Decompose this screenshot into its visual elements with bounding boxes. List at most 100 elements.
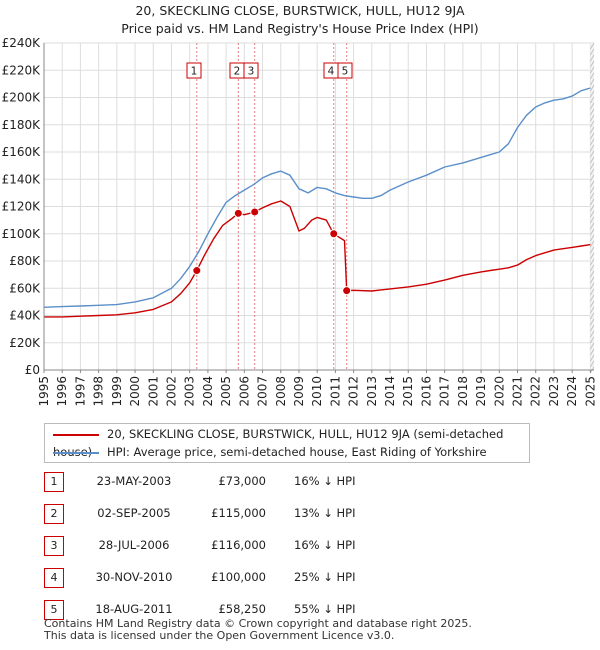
series-line bbox=[44, 200, 591, 318]
y-tick-label: £80K bbox=[9, 254, 41, 268]
x-tick-label: 2003 bbox=[183, 376, 197, 407]
x-tick-label: 2013 bbox=[365, 376, 379, 407]
hatch-line bbox=[590, 324, 595, 332]
hatch-line bbox=[590, 156, 595, 164]
sale-date: 23-MAY-2003 bbox=[96, 474, 172, 488]
hatch-line bbox=[590, 336, 595, 344]
sale-row-4: 4 30-NOV-2010 £100,000 25% ↓ HPI bbox=[44, 568, 464, 588]
x-tick-label: 1996 bbox=[55, 376, 69, 407]
sale-point bbox=[233, 208, 243, 218]
x-tick-label: 2012 bbox=[347, 376, 361, 407]
y-tick-label: £60K bbox=[9, 281, 41, 295]
legend-item-property: 20, SKECKLING CLOSE, BURSTWICK, HULL, HU… bbox=[53, 425, 529, 459]
hatch-line bbox=[590, 294, 595, 302]
hatch-line bbox=[590, 174, 595, 182]
hatch-line bbox=[590, 330, 595, 338]
x-tick-label: 2022 bbox=[529, 376, 543, 407]
hatch-line bbox=[590, 348, 595, 356]
hatch-line bbox=[590, 360, 595, 368]
hatch-line bbox=[590, 42, 595, 50]
hatch-line bbox=[590, 96, 595, 104]
hatch-line bbox=[590, 354, 595, 362]
sale-row-1: 1 23-MAY-2003 £73,000 16% ↓ HPI bbox=[44, 472, 464, 492]
y-tick-label: £20K bbox=[9, 336, 41, 350]
sale-marker-lines bbox=[196, 43, 348, 370]
hatch-line bbox=[590, 186, 595, 194]
hatch-line bbox=[590, 312, 595, 320]
hatch-line bbox=[590, 252, 595, 260]
hatch-line bbox=[590, 114, 595, 122]
y-tick-label: £0 bbox=[25, 363, 40, 377]
x-tick-label: 2004 bbox=[201, 376, 215, 407]
x-tick-label: 2002 bbox=[164, 376, 178, 407]
y-tick-label: £220K bbox=[2, 63, 42, 77]
sale-date: 02-SEP-2005 bbox=[97, 506, 171, 520]
x-tick-label: 2007 bbox=[256, 376, 270, 407]
sale-number-box bbox=[186, 62, 202, 79]
hatch-line bbox=[590, 318, 595, 326]
hatch-line bbox=[590, 228, 595, 236]
y-tick-label: £180K bbox=[2, 118, 42, 132]
sale-number-box bbox=[243, 62, 259, 79]
x-tick-label: 2020 bbox=[492, 376, 506, 407]
footer-licence: This data is licensed under the Open Gov… bbox=[44, 629, 395, 642]
legend-label-hpi: HPI: Average price, semi-detached house,… bbox=[107, 445, 487, 459]
sale-hpi-diff: 16% ↓ HPI bbox=[294, 474, 356, 488]
x-tick-label: 2014 bbox=[383, 376, 397, 407]
x-tick-label: 2021 bbox=[511, 376, 525, 407]
sale-hpi-diff: 55% ↓ HPI bbox=[294, 602, 356, 616]
x-tick-label: 2015 bbox=[401, 376, 415, 407]
x-tick-label: 2008 bbox=[274, 376, 288, 407]
y-tick-label: £40K bbox=[9, 309, 41, 323]
x-tick-label: 2001 bbox=[146, 376, 160, 407]
hatch-line bbox=[590, 168, 595, 176]
hatch-line bbox=[590, 264, 595, 272]
x-tick-label: 2025 bbox=[583, 376, 597, 407]
x-tick-label: 1998 bbox=[92, 376, 106, 407]
legend-swatch-hpi bbox=[53, 451, 99, 454]
hatch-line bbox=[590, 180, 595, 188]
hatch-line bbox=[590, 150, 595, 158]
axes: £0 £20K £40K £60K £80K £100K £120K £140K £160K £1… bbox=[2, 36, 598, 407]
hatch-line bbox=[590, 144, 595, 152]
sale-date: 28-JUL-2006 bbox=[98, 538, 170, 552]
hatch-line bbox=[590, 276, 595, 284]
sale-point bbox=[329, 229, 339, 239]
x-tick-label: 2010 bbox=[310, 376, 324, 407]
sale-number-badge: 1 bbox=[44, 472, 64, 492]
x-tick-label: 2005 bbox=[219, 376, 233, 407]
hatch-line bbox=[590, 270, 595, 278]
chart-subtitle: Price paid vs. HM Land Registry's House … bbox=[121, 21, 479, 36]
sale-price: £58,250 bbox=[218, 602, 266, 616]
y-tick-label: £200K bbox=[2, 91, 42, 105]
hatch-line bbox=[590, 54, 595, 62]
sale-number-label: 4 bbox=[328, 66, 335, 78]
hatch-line bbox=[590, 204, 595, 212]
hatch-line bbox=[590, 192, 595, 200]
sale-price: £100,000 bbox=[211, 570, 266, 584]
sale-number-label: 3 bbox=[248, 66, 255, 78]
x-tick-label: 2023 bbox=[547, 376, 561, 407]
x-tick-label: 2000 bbox=[128, 376, 142, 407]
hatch-line bbox=[590, 126, 595, 134]
hatch-line bbox=[590, 306, 595, 314]
hatch-line bbox=[590, 66, 595, 74]
sale-hpi-diff: 25% ↓ HPI bbox=[294, 570, 356, 584]
x-tick-label: 1997 bbox=[73, 376, 87, 407]
sale-price: £115,000 bbox=[211, 506, 266, 520]
hatch-line bbox=[590, 300, 595, 308]
legend: 20, SKECKLING CLOSE, BURSTWICK, HULL, HU… bbox=[44, 423, 530, 463]
hatch-line bbox=[590, 120, 595, 128]
sale-number-badge: 2 bbox=[44, 504, 64, 524]
hatch-line bbox=[590, 210, 595, 218]
y-tick-label: £100K bbox=[2, 227, 42, 241]
x-tick-label: 2019 bbox=[474, 376, 488, 407]
sale-number-badge: 5 bbox=[44, 600, 64, 620]
sale-price: £73,000 bbox=[218, 474, 266, 488]
hatch-line bbox=[590, 78, 595, 86]
x-tick-label: 1995 bbox=[37, 376, 51, 407]
y-tick-label: £120K bbox=[2, 200, 42, 214]
sale-row-5: 5 18-AUG-2011 £58,250 55% ↓ HPI bbox=[44, 600, 464, 620]
x-tick-label: 2009 bbox=[292, 376, 306, 407]
